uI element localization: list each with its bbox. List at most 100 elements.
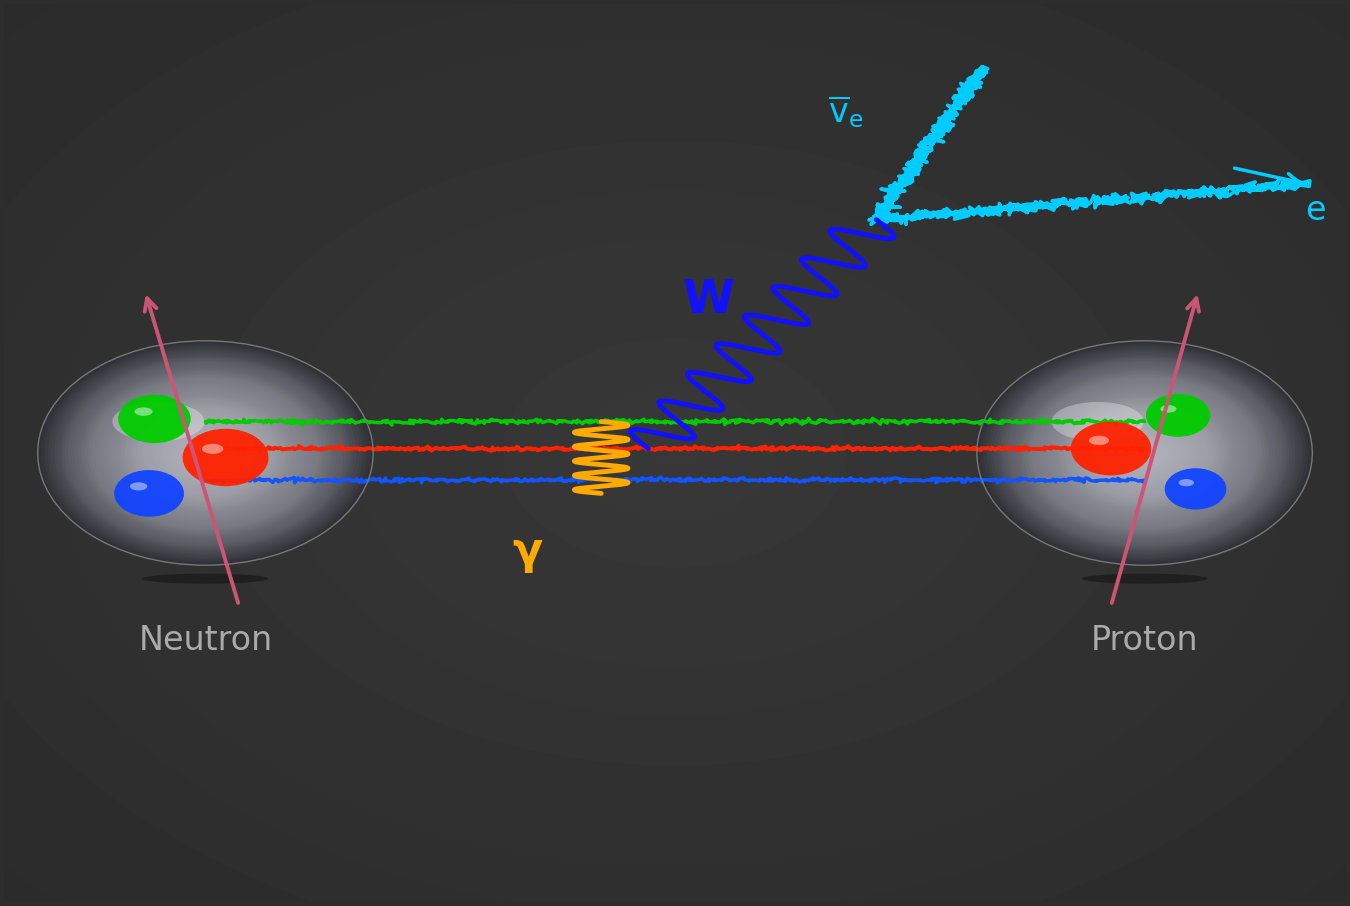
Circle shape <box>1019 369 1270 537</box>
Circle shape <box>1077 408 1212 498</box>
Circle shape <box>200 449 211 457</box>
Circle shape <box>112 390 300 516</box>
Circle shape <box>1068 401 1222 505</box>
Circle shape <box>1071 404 1218 502</box>
Circle shape <box>1027 374 1262 532</box>
Circle shape <box>61 356 350 550</box>
Circle shape <box>977 341 1312 565</box>
Circle shape <box>1046 388 1242 518</box>
Circle shape <box>1021 370 1269 536</box>
Circle shape <box>119 395 292 511</box>
Circle shape <box>1127 442 1161 464</box>
Circle shape <box>38 341 373 565</box>
Circle shape <box>80 369 331 537</box>
Circle shape <box>1102 424 1188 482</box>
Circle shape <box>1098 421 1192 485</box>
Text: W: W <box>683 278 734 323</box>
Circle shape <box>1004 360 1284 546</box>
Text: Neutron: Neutron <box>138 623 273 657</box>
Circle shape <box>138 408 273 498</box>
Circle shape <box>1131 444 1158 462</box>
Circle shape <box>46 346 364 560</box>
Circle shape <box>1030 377 1258 529</box>
Circle shape <box>40 342 370 564</box>
Circle shape <box>1027 374 1262 532</box>
Circle shape <box>158 421 252 485</box>
Circle shape <box>185 439 225 467</box>
Circle shape <box>128 401 282 505</box>
Text: $\mathregular{\overline{v}_e}$: $\mathregular{\overline{v}_e}$ <box>828 93 863 130</box>
Circle shape <box>77 367 333 539</box>
Circle shape <box>196 447 216 459</box>
Circle shape <box>131 404 279 502</box>
Circle shape <box>977 341 1312 565</box>
Circle shape <box>1127 442 1161 464</box>
Circle shape <box>984 345 1305 561</box>
Circle shape <box>108 388 304 518</box>
Circle shape <box>192 444 220 462</box>
Circle shape <box>1118 435 1172 471</box>
Circle shape <box>153 418 258 488</box>
Circle shape <box>1142 451 1148 455</box>
Circle shape <box>144 412 266 494</box>
Circle shape <box>1108 429 1181 477</box>
Circle shape <box>40 343 370 563</box>
Circle shape <box>147 414 265 492</box>
Circle shape <box>988 348 1301 558</box>
Circle shape <box>998 354 1292 552</box>
Circle shape <box>119 395 293 511</box>
Circle shape <box>81 370 329 536</box>
Circle shape <box>142 410 270 496</box>
Circle shape <box>74 365 336 541</box>
Circle shape <box>169 429 242 477</box>
Circle shape <box>54 352 356 554</box>
Circle shape <box>72 363 340 543</box>
Circle shape <box>63 358 348 548</box>
Circle shape <box>1017 367 1273 539</box>
Circle shape <box>1141 451 1148 455</box>
Circle shape <box>127 400 284 506</box>
Circle shape <box>111 390 301 516</box>
Circle shape <box>122 397 289 509</box>
Circle shape <box>150 416 262 490</box>
Circle shape <box>171 430 239 476</box>
Circle shape <box>991 350 1299 556</box>
Circle shape <box>132 404 278 502</box>
Circle shape <box>1044 386 1245 520</box>
Circle shape <box>194 446 216 460</box>
Circle shape <box>192 444 219 462</box>
Circle shape <box>166 427 244 479</box>
Circle shape <box>43 344 367 562</box>
Circle shape <box>47 348 363 558</box>
Circle shape <box>1007 361 1281 545</box>
Circle shape <box>142 410 269 496</box>
Circle shape <box>991 350 1299 556</box>
Circle shape <box>108 388 302 518</box>
Circle shape <box>983 344 1307 562</box>
Circle shape <box>996 354 1293 552</box>
Circle shape <box>124 399 286 507</box>
Circle shape <box>88 374 323 532</box>
Circle shape <box>96 380 315 526</box>
Ellipse shape <box>143 573 269 583</box>
Circle shape <box>184 438 228 468</box>
Circle shape <box>74 365 336 541</box>
Circle shape <box>1111 430 1179 476</box>
Circle shape <box>1116 434 1173 472</box>
Circle shape <box>1085 414 1203 492</box>
Text: e: e <box>1305 194 1326 227</box>
Circle shape <box>1100 423 1189 483</box>
Circle shape <box>88 374 323 532</box>
Circle shape <box>1038 382 1251 524</box>
Circle shape <box>1088 415 1202 491</box>
Ellipse shape <box>112 402 205 441</box>
Circle shape <box>1003 359 1285 547</box>
Circle shape <box>1030 376 1260 530</box>
Circle shape <box>1044 386 1245 520</box>
Circle shape <box>1017 368 1272 538</box>
Ellipse shape <box>1161 405 1176 412</box>
Circle shape <box>54 352 356 554</box>
Circle shape <box>1119 436 1169 470</box>
Circle shape <box>182 429 269 487</box>
Circle shape <box>1000 356 1289 550</box>
